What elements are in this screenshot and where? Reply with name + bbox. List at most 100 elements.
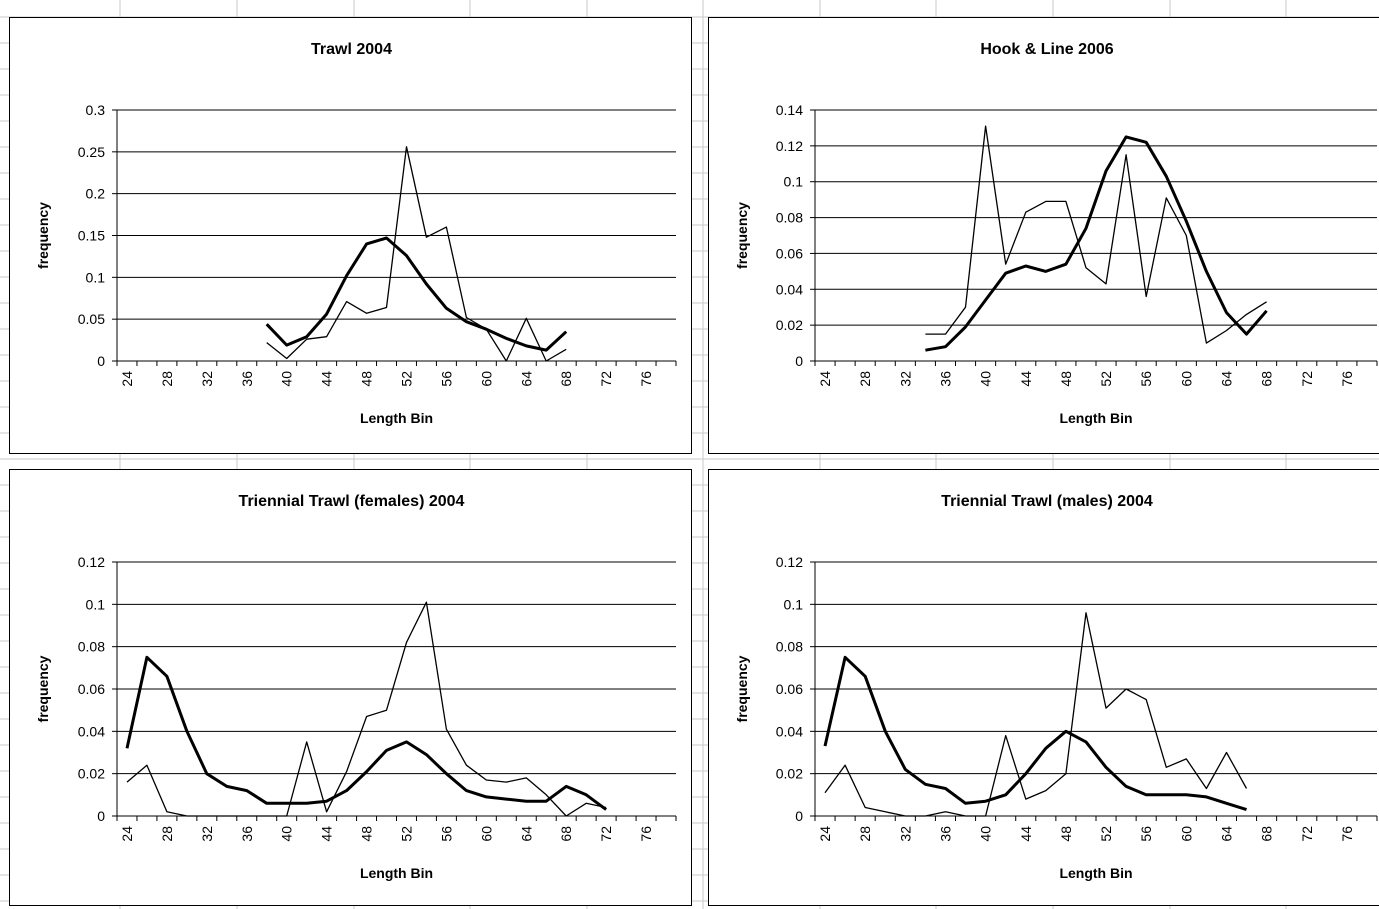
x-tick-label: 28 xyxy=(159,826,175,842)
x-tick-label: 60 xyxy=(478,826,494,842)
y-tick-label: 0 xyxy=(97,808,105,824)
y-tick-label: 0.06 xyxy=(776,245,803,261)
x-tick-label: 36 xyxy=(937,371,953,387)
x-tick-label: 44 xyxy=(1018,826,1034,842)
x-tick-label: 56 xyxy=(438,371,454,387)
chart-triennial-trawl-males-2004[interactable]: Triennial Trawl (males) 2004 0 0.02 0.04 0.0… xyxy=(708,469,1379,906)
y-tick-label: 0 xyxy=(795,808,803,824)
x-tick-label: 40 xyxy=(978,371,994,387)
x-axis-title: Length Bin xyxy=(1059,865,1132,881)
y-tick-label: 0.2 xyxy=(86,186,106,202)
x-tick-label: 48 xyxy=(1058,826,1074,842)
x-tick-label: 28 xyxy=(159,371,175,387)
series-line-thick xyxy=(125,655,607,811)
x-tick-label: 56 xyxy=(1138,371,1154,387)
y-tick-label: 0.1 xyxy=(784,174,804,190)
x-tick-label: 36 xyxy=(239,371,255,387)
chart-hook-line-2006[interactable]: Hook & Line 2006 0 0.02 0.04 0.06 0.08 0.1 0.12… xyxy=(708,17,1379,454)
x-tick-label: 56 xyxy=(438,826,454,842)
x-tick-label: 76 xyxy=(638,826,654,842)
series-line-thin xyxy=(824,612,1248,817)
x-tick-label: 68 xyxy=(1259,826,1275,842)
x-tick-label: 60 xyxy=(1178,826,1194,842)
x-tick-label: 28 xyxy=(857,371,873,387)
y-tick-label: 0.1 xyxy=(784,596,804,612)
series-line-thin xyxy=(126,601,607,817)
chart-trawl-2004[interactable]: Trawl 2004 0 0.05 0.1 0.15 0.2 0.25 0.3 24 28 32 36… xyxy=(9,17,692,454)
y-tick-label: 0.1 xyxy=(86,596,106,612)
y-tick-label: 0.04 xyxy=(776,723,803,739)
chart-svg: Hook & Line 2006 0 0.02 0.04 0.06 0.08 0.1 0.12… xyxy=(734,41,1378,426)
series-line-thick xyxy=(265,236,568,352)
y-tick-label: 0.06 xyxy=(776,681,803,697)
y-tick-label: 0.08 xyxy=(776,210,803,226)
y-tick-label: 0.12 xyxy=(776,554,803,570)
x-tick-label: 64 xyxy=(1218,371,1234,387)
chart-title: Triennial Trawl (females) 2004 xyxy=(239,493,465,510)
x-tick-label: 68 xyxy=(558,371,574,387)
y-tick-label: 0.05 xyxy=(78,311,105,327)
x-tick-label: 48 xyxy=(359,826,375,842)
chart-svg: Triennial Trawl (males) 2004 0 0.02 0.04 0.0… xyxy=(734,493,1378,881)
x-tick-label: 52 xyxy=(1098,371,1114,387)
y-tick-label: 0.04 xyxy=(776,281,803,297)
x-tick-label: 32 xyxy=(897,826,913,842)
chart-svg: Trawl 2004 0 0.05 0.1 0.15 0.2 0.25 0.3 24 28 32 36… xyxy=(35,41,677,426)
x-tick-label: 24 xyxy=(817,371,833,387)
x-tick-label: 40 xyxy=(978,826,994,842)
series-line-thick xyxy=(823,655,1247,812)
x-tick-label: 72 xyxy=(1299,826,1315,842)
y-tick-label: 0 xyxy=(97,353,105,369)
x-tick-label: 32 xyxy=(199,371,215,387)
chart-title: Triennial Trawl (males) 2004 xyxy=(941,493,1153,510)
y-tick-label: 0.14 xyxy=(776,102,803,118)
x-tick-label: 32 xyxy=(199,826,215,842)
y-axis-title: frequency xyxy=(35,655,51,722)
y-tick-label: 0.12 xyxy=(78,554,105,570)
series-line-thin xyxy=(925,125,1267,344)
x-tick-label: 48 xyxy=(1058,371,1074,387)
x-tick-label: 64 xyxy=(518,826,534,842)
x-tick-label: 36 xyxy=(239,826,255,842)
y-tick-label: 0.3 xyxy=(86,102,106,118)
x-axis-title: Length Bin xyxy=(1059,410,1132,426)
y-tick-label: 0 xyxy=(795,353,803,369)
x-tick-label: 32 xyxy=(897,371,913,387)
x-tick-label: 64 xyxy=(518,371,534,387)
x-tick-label: 68 xyxy=(558,826,574,842)
x-tick-label: 24 xyxy=(119,826,135,842)
x-tick-label: 52 xyxy=(398,371,414,387)
chart-title: Trawl 2004 xyxy=(311,41,392,58)
x-tick-label: 40 xyxy=(279,826,295,842)
x-tick-label: 44 xyxy=(319,826,335,842)
x-tick-label: 72 xyxy=(598,371,614,387)
y-tick-label: 0.06 xyxy=(78,681,105,697)
x-tick-label: 68 xyxy=(1259,371,1275,387)
series-line-thick xyxy=(925,135,1268,352)
x-tick-label: 44 xyxy=(319,371,335,387)
x-tick-label: 60 xyxy=(1178,371,1194,387)
y-tick-label: 0.1 xyxy=(86,269,106,285)
x-tick-label: 24 xyxy=(817,826,833,842)
x-tick-label: 28 xyxy=(857,826,873,842)
x-tick-label: 40 xyxy=(279,371,295,387)
x-tick-label: 76 xyxy=(638,371,654,387)
x-tick-label: 76 xyxy=(1339,371,1355,387)
x-tick-label: 72 xyxy=(598,826,614,842)
chart-triennial-trawl-females-2004[interactable]: Triennial Trawl (females) 2004 0 0.02 0.04 0… xyxy=(9,469,692,906)
x-tick-label: 60 xyxy=(478,371,494,387)
x-tick-label: 24 xyxy=(119,371,135,387)
chart-svg: Triennial Trawl (females) 2004 0 0.02 0.04 0… xyxy=(35,493,677,881)
y-tick-label: 0.02 xyxy=(776,317,803,333)
x-tick-label: 52 xyxy=(398,826,414,842)
x-tick-label: 76 xyxy=(1339,826,1355,842)
x-tick-label: 64 xyxy=(1218,826,1234,842)
x-axis-title: Length Bin xyxy=(360,865,433,881)
x-tick-label: 52 xyxy=(1098,826,1114,842)
y-axis-title: frequency xyxy=(35,202,51,269)
x-tick-label: 56 xyxy=(1138,826,1154,842)
y-axis-title: frequency xyxy=(734,202,750,269)
y-axis-title: frequency xyxy=(734,655,750,722)
x-axis-title: Length Bin xyxy=(360,410,433,426)
chart-title: Hook & Line 2006 xyxy=(980,41,1113,58)
